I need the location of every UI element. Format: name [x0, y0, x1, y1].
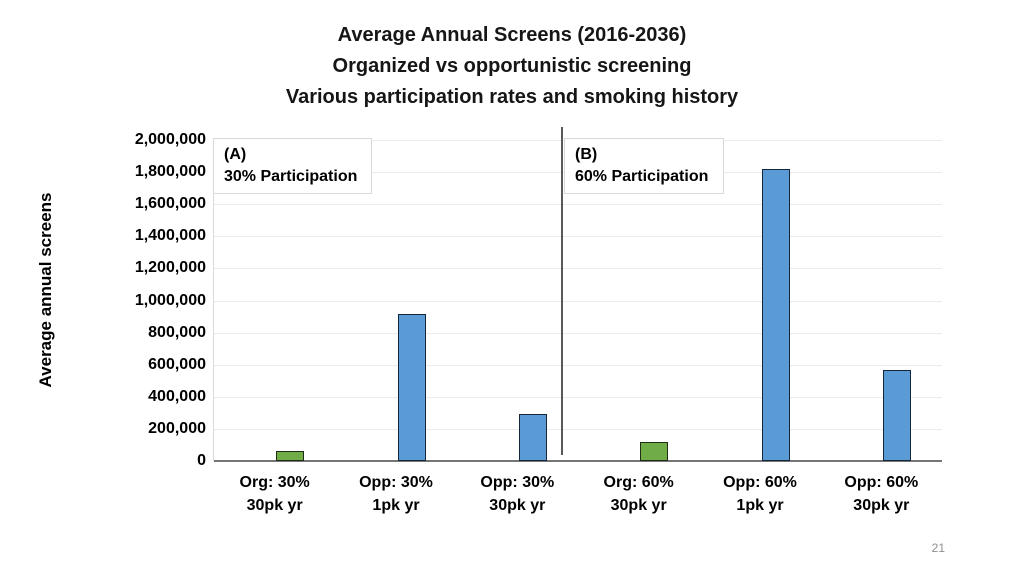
- chart-title-line-1: Average Annual Screens (2016-2036): [337, 24, 687, 46]
- chart-title-line-3: Various participation rates and smoking …: [285, 86, 739, 108]
- y-tick-label: 1,200,000: [134, 259, 206, 277]
- gridline: [214, 300, 942, 302]
- gridline: [214, 364, 942, 366]
- gridline: [214, 396, 942, 398]
- x-label-line-2: 30pk yr: [610, 497, 667, 514]
- y-tick-label: 800,000: [148, 323, 206, 341]
- bar-opp-60-30pk-yr: [882, 369, 911, 461]
- bar-opp-30-30pk-yr: [518, 414, 547, 461]
- x-label-line-1: Opp: 60%: [844, 474, 919, 491]
- gridline: [214, 236, 942, 238]
- x-axis-category-label: Opp: 30% 30pk yr: [457, 471, 577, 517]
- x-label-line-1: Opp: 30%: [359, 474, 433, 491]
- panel-divider-line: [561, 127, 563, 455]
- x-label-line-1: Org: 30%: [239, 474, 310, 491]
- gridline: [214, 428, 942, 430]
- x-label-line-2: 30pk yr: [489, 497, 546, 514]
- panel-a-participation: 30% Participation: [224, 168, 358, 185]
- bar-org-30-30pk-yr: [276, 450, 305, 461]
- x-label-line-2: 1pk yr: [736, 497, 784, 514]
- bar-opp-30-1pk-yr: [397, 314, 426, 461]
- y-tick-label: 1,600,000: [134, 195, 206, 213]
- x-axis-category-label: Org: 60% 30pk yr: [579, 471, 699, 517]
- y-tick-label: 1,400,000: [134, 227, 206, 245]
- y-tick-label: 400,000: [148, 387, 206, 405]
- panel-b-letter: (B): [575, 146, 598, 163]
- gridline: [214, 204, 942, 206]
- panel-label-b: (B) 60% Participation: [564, 138, 724, 194]
- y-tick-label: 1,000,000: [134, 291, 206, 309]
- x-label-line-1: Opp: 30%: [480, 474, 555, 491]
- x-axis-category-label: Opp: 60% 1pk yr: [700, 471, 820, 517]
- y-tick-label: 1,800,000: [134, 163, 206, 181]
- x-label-line-2: 1pk yr: [372, 497, 420, 514]
- x-label-line-2: 30pk yr: [853, 497, 910, 514]
- y-tick-label: 2,000,000: [134, 131, 206, 148]
- page-number: 21: [931, 541, 945, 555]
- y-tick-label: 0: [197, 452, 206, 469]
- chart-title: Average Annual Screens (2016-2036) Organ…: [0, 20, 1024, 113]
- bar-opp-60-1pk-yr: [761, 168, 790, 461]
- x-axis-category-label: Org: 30% 30pk yr: [215, 471, 335, 517]
- panel-b-participation: 60% Participation: [575, 168, 709, 185]
- x-axis-category-label: Opp: 30% 1pk yr: [336, 471, 456, 517]
- chart-title-line-2: Organized vs opportunistic screening: [332, 55, 692, 77]
- y-tick-label: 200,000: [148, 419, 206, 437]
- gridline: [214, 268, 942, 270]
- x-axis-baseline: [214, 460, 942, 462]
- gridline: [214, 332, 942, 334]
- bar-org-60-30pk-yr: [640, 441, 669, 461]
- y-axis-line: [213, 140, 214, 461]
- y-tick-label: 600,000: [148, 355, 206, 373]
- x-label-line-1: Org: 60%: [603, 474, 674, 491]
- x-axis-category-label: Opp: 60% 30pk yr: [821, 471, 941, 517]
- panel-a-letter: (A): [224, 146, 247, 163]
- x-label-line-2: 30pk yr: [246, 497, 303, 514]
- x-label-line-1: Opp: 60%: [723, 474, 797, 491]
- panel-label-a: (A) 30% Participation: [213, 138, 372, 194]
